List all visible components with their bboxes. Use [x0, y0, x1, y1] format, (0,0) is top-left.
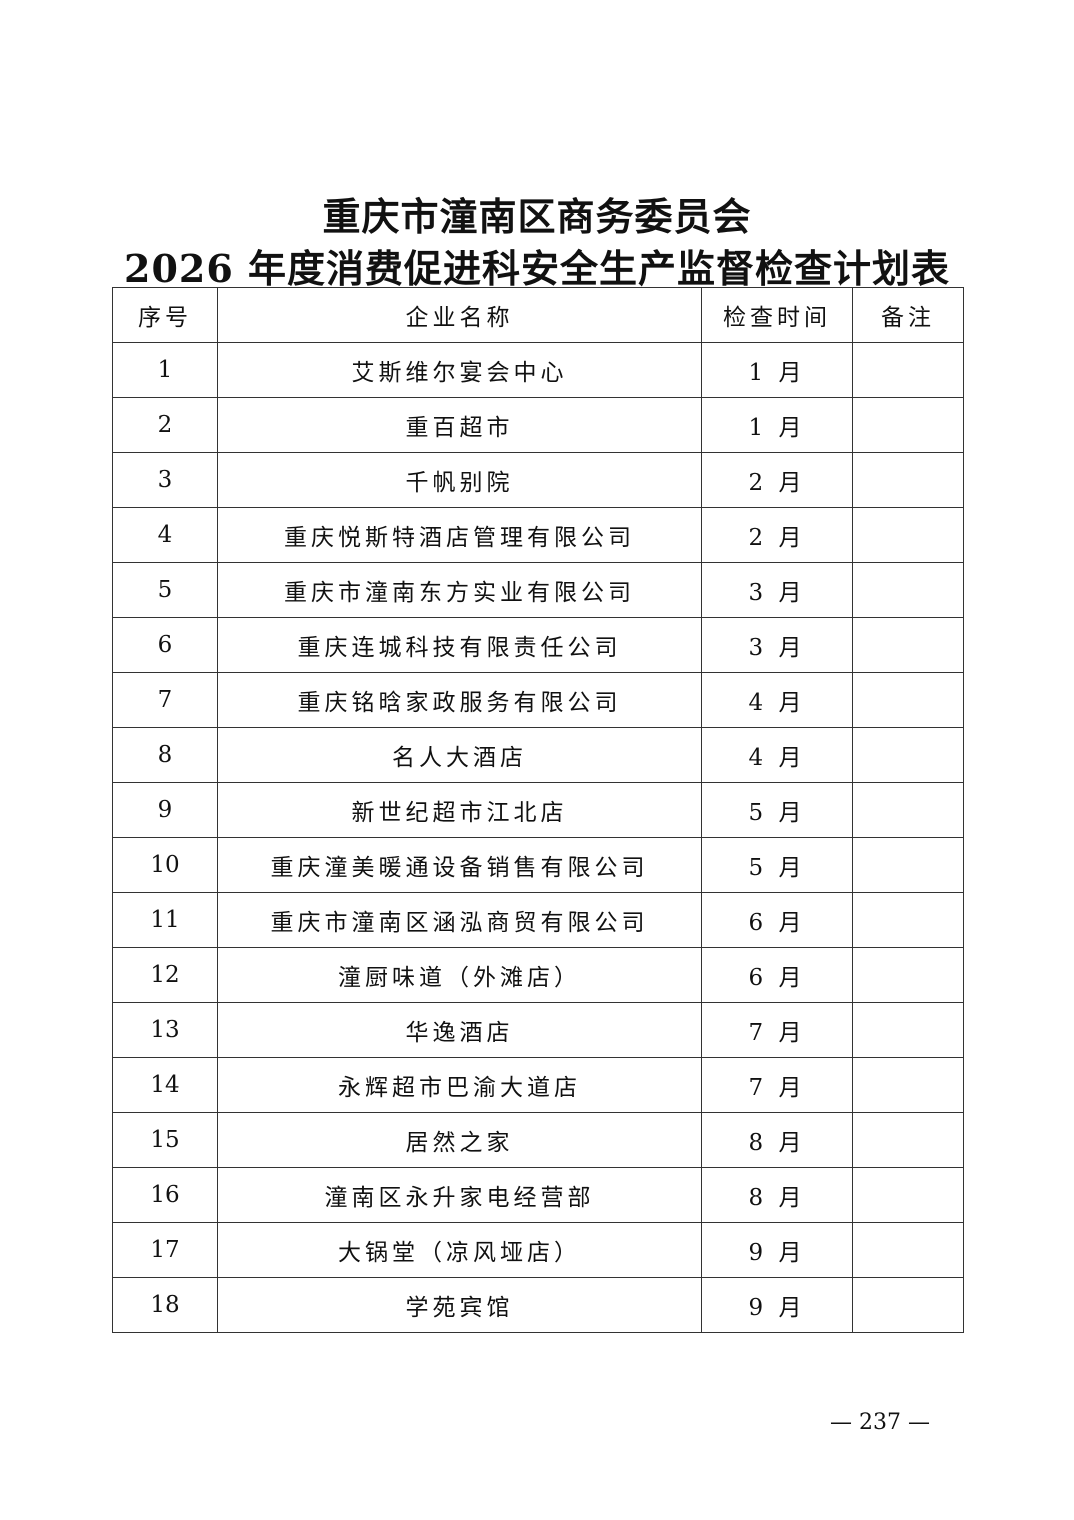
- inspection-time: 7 月: [701, 1002, 853, 1058]
- remarks: [852, 342, 964, 398]
- table-row: 14 永辉超市巴渝大道店 7 月: [112, 1057, 964, 1113]
- company-name: 重庆潼美暖通设备销售有限公司: [217, 837, 702, 893]
- remarks: [852, 1057, 964, 1113]
- table-row: 11 重庆市潼南区涵泓商贸有限公司 6 月: [112, 892, 964, 948]
- remarks: [852, 1002, 964, 1058]
- table-row: 15 居然之家 8 月: [112, 1112, 964, 1168]
- inspection-time: 6 月: [701, 892, 853, 948]
- row-number: 13: [112, 1002, 218, 1058]
- company-name: 艾斯维尔宴会中心: [217, 342, 702, 398]
- row-number: 2: [112, 397, 218, 453]
- remarks: [852, 782, 964, 838]
- remarks: [852, 1222, 964, 1278]
- remarks: [852, 1112, 964, 1168]
- company-name: 重庆悦斯特酒店管理有限公司: [217, 507, 702, 563]
- row-number: 17: [112, 1222, 218, 1278]
- row-number: 10: [112, 837, 218, 893]
- inspection-time: 6 月: [701, 947, 853, 1003]
- inspection-plan-table: 序号 企业名称 检查时间 备注 1 艾斯维尔宴会中心 1 月 2 重百超市 1 月 3 千帆别…: [112, 287, 964, 1333]
- company-name: 重庆市潼南区涵泓商贸有限公司: [217, 892, 702, 948]
- company-name: 重百超市: [217, 397, 702, 453]
- remarks: [852, 507, 964, 563]
- table-row: 18 学苑宾馆 9 月: [112, 1277, 964, 1333]
- remarks: [852, 452, 964, 508]
- remarks: [852, 1167, 964, 1223]
- table-header-row: 序号 企业名称 检查时间 备注: [112, 287, 964, 343]
- document-title-line1: 重庆市潼南区商务委员会: [322, 194, 752, 239]
- inspection-time: 2 月: [701, 507, 853, 563]
- company-name: 潼厨味道（外滩店）: [217, 947, 702, 1003]
- header-no: 序号: [112, 287, 218, 343]
- inspection-time: 8 月: [701, 1112, 853, 1168]
- table-row: 10 重庆潼美暖通设备销售有限公司 5 月: [112, 837, 964, 893]
- row-number: 1: [112, 342, 218, 398]
- row-number: 11: [112, 892, 218, 948]
- inspection-time: 1 月: [701, 342, 853, 398]
- table-row: 4 重庆悦斯特酒店管理有限公司 2 月: [112, 507, 964, 563]
- row-number: 3: [112, 452, 218, 508]
- company-name: 大锅堂（凉风垭店）: [217, 1222, 702, 1278]
- company-name: 重庆市潼南东方实业有限公司: [217, 562, 702, 618]
- inspection-time: 5 月: [701, 782, 853, 838]
- table-row: 8 名人大酒店 4 月: [112, 727, 964, 783]
- inspection-time: 9 月: [701, 1277, 853, 1333]
- inspection-time: 1 月: [701, 397, 853, 453]
- table-row: 2 重百超市 1 月: [112, 397, 964, 453]
- inspection-time: 5 月: [701, 837, 853, 893]
- inspection-time: 4 月: [701, 672, 853, 728]
- remarks: [852, 1277, 964, 1333]
- remarks: [852, 562, 964, 618]
- document-title-line2: 2026 年度消费促进科安全生产监督检查计划表: [124, 246, 950, 291]
- row-number: 16: [112, 1167, 218, 1223]
- table-row: 9 新世纪超市江北店 5 月: [112, 782, 964, 838]
- table-row: 16 潼南区永升家电经营部 8 月: [112, 1167, 964, 1223]
- inspection-time: 3 月: [701, 617, 853, 673]
- inspection-time: 8 月: [701, 1167, 853, 1223]
- page-number: — 237 —: [830, 1410, 930, 1435]
- row-number: 8: [112, 727, 218, 783]
- row-number: 9: [112, 782, 218, 838]
- company-name: 重庆铭晗家政服务有限公司: [217, 672, 702, 728]
- company-name: 学苑宾馆: [217, 1277, 702, 1333]
- company-name: 华逸酒店: [217, 1002, 702, 1058]
- table-row: 1 艾斯维尔宴会中心 1 月: [112, 342, 964, 398]
- company-name: 居然之家: [217, 1112, 702, 1168]
- inspection-time: 2 月: [701, 452, 853, 508]
- header-company-name: 企业名称: [217, 287, 702, 343]
- row-number: 14: [112, 1057, 218, 1113]
- remarks: [852, 672, 964, 728]
- row-number: 15: [112, 1112, 218, 1168]
- table-row: 17 大锅堂（凉风垭店） 9 月: [112, 1222, 964, 1278]
- remarks: [852, 947, 964, 1003]
- inspection-time: 4 月: [701, 727, 853, 783]
- row-number: 12: [112, 947, 218, 1003]
- remarks: [852, 727, 964, 783]
- company-name: 新世纪超市江北店: [217, 782, 702, 838]
- row-number: 6: [112, 617, 218, 673]
- inspection-time: 9 月: [701, 1222, 853, 1278]
- table-row: 12 潼厨味道（外滩店） 6 月: [112, 947, 964, 1003]
- company-name: 潼南区永升家电经营部: [217, 1167, 702, 1223]
- row-number: 5: [112, 562, 218, 618]
- row-number: 4: [112, 507, 218, 563]
- remarks: [852, 837, 964, 893]
- table-row: 3 千帆别院 2 月: [112, 452, 964, 508]
- remarks: [852, 397, 964, 453]
- row-number: 18: [112, 1277, 218, 1333]
- table-row: 7 重庆铭晗家政服务有限公司 4 月: [112, 672, 964, 728]
- company-name: 千帆别院: [217, 452, 702, 508]
- remarks: [852, 892, 964, 948]
- company-name: 重庆连城科技有限责任公司: [217, 617, 702, 673]
- table-row: 13 华逸酒店 7 月: [112, 1002, 964, 1058]
- inspection-time: 3 月: [701, 562, 853, 618]
- inspection-time: 7 月: [701, 1057, 853, 1113]
- remarks: [852, 617, 964, 673]
- table-row: 5 重庆市潼南东方实业有限公司 3 月: [112, 562, 964, 618]
- table-row: 6 重庆连城科技有限责任公司 3 月: [112, 617, 964, 673]
- company-name: 永辉超市巴渝大道店: [217, 1057, 702, 1113]
- header-inspection-time: 检查时间: [701, 287, 853, 343]
- row-number: 7: [112, 672, 218, 728]
- company-name: 名人大酒店: [217, 727, 702, 783]
- header-remarks: 备注: [852, 287, 964, 343]
